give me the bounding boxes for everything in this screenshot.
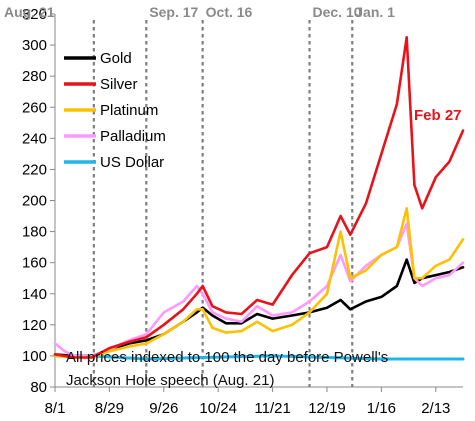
y-tick-label: 260: [22, 99, 47, 116]
x-tick-label: 9/26: [149, 400, 178, 417]
legend-entry: Platinum: [100, 102, 158, 119]
feb-27-annotation: Feb 27: [414, 107, 462, 124]
x-tick-label: 11/21: [254, 400, 290, 417]
x-tick-label: 12/19: [308, 400, 346, 417]
x-tick-label: 8/29: [95, 400, 124, 417]
series-line-palladium: [53, 222, 465, 358]
y-tick-label: 280: [22, 68, 47, 85]
legend-entry: Silver: [100, 76, 138, 93]
series-line-us-dollar: [53, 354, 465, 361]
y-tick-label: 220: [22, 161, 47, 178]
x-tick-label: 8/1: [45, 400, 66, 417]
y-tick-label: 320: [22, 6, 47, 23]
axes: 80 100 120 140 160 180 200 220 240 260 280 300 320 8/…: [22, 6, 463, 417]
y-tick-label: 80: [30, 379, 47, 396]
x-tick-label: 2/13: [421, 400, 450, 417]
series-line-gold: [53, 258, 465, 358]
y-tick-label: 100: [22, 348, 47, 365]
y-tick-label: 240: [22, 130, 47, 147]
y-tick-label: 120: [22, 317, 47, 334]
x-tick-label: 1/16: [367, 400, 396, 417]
event-label: Sep. 17: [149, 4, 198, 20]
annotations: Feb 27 All prices indexed to 100 the day …: [66, 107, 462, 389]
series-lines: [53, 35, 465, 361]
event-label: Aug. 21: [4, 4, 55, 20]
legend: Gold Silver Platinum Palladium US Dollar: [64, 50, 166, 171]
note-line-1: All prices indexed to 100 the day before…: [66, 349, 388, 366]
series-line-platinum: [53, 207, 465, 359]
note-line-2: Jackson Hole speech (Aug. 21): [66, 372, 274, 389]
y-tick-label: 200: [22, 193, 47, 210]
event-label: Dec. 10: [313, 4, 362, 20]
legend-entry: US Dollar: [100, 154, 164, 171]
legend-entry: Palladium: [100, 128, 166, 145]
legend-entry: Gold: [100, 50, 132, 67]
y-tick-label: 140: [22, 286, 47, 303]
series-line-silver: [53, 35, 465, 359]
event-label: Oct. 16: [206, 4, 253, 20]
event-label: Jan. 1: [355, 4, 395, 20]
y-tick-label: 160: [22, 255, 47, 272]
y-tick-label: 180: [22, 224, 47, 241]
y-tick-label: 300: [22, 37, 47, 54]
x-tick-label: 10/24: [199, 400, 237, 417]
